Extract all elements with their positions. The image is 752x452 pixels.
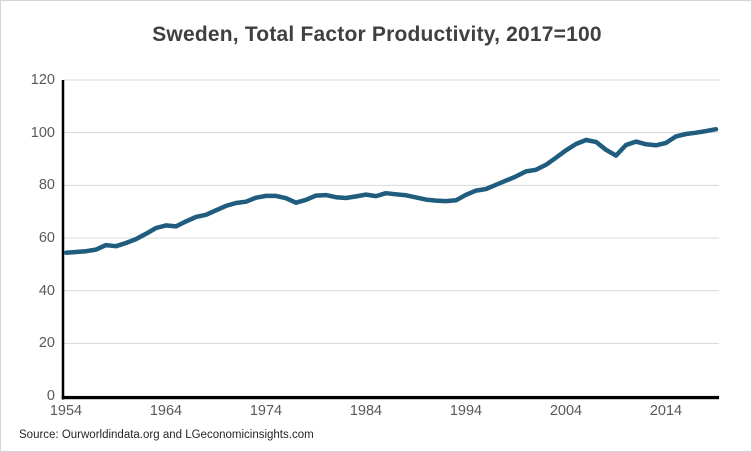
- x-axis-line: [61, 396, 719, 400]
- y-tick-label: 120: [30, 72, 55, 88]
- y-tick-label: 0: [46, 388, 55, 404]
- y-tick-label: 80: [38, 177, 55, 194]
- y-tick-label: 20: [38, 335, 55, 352]
- x-tick-label: 1994: [449, 403, 483, 419]
- x-tick-label: 1964: [149, 403, 183, 419]
- x-tick-label: 2014: [649, 403, 683, 419]
- x-tick-label: 2004: [549, 403, 583, 419]
- x-tick-label: 1984: [349, 403, 383, 419]
- source-note: Source: Ourworldindata.org and LGeconomi…: [19, 429, 314, 441]
- chart-title: Sweden, Total Factor Productivity, 2017=…: [152, 23, 602, 46]
- x-tick-label: 1954: [49, 403, 83, 419]
- data-line-series-0: [63, 126, 719, 255]
- y-tick-label: 100: [30, 124, 55, 141]
- y-axis-line: [61, 80, 65, 400]
- y-tick-label: 40: [38, 282, 55, 299]
- x-tick-label: 1974: [249, 403, 283, 419]
- y-tick-label: 60: [38, 230, 55, 246]
